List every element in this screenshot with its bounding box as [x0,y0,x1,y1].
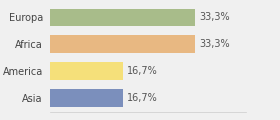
Text: 33,3%: 33,3% [199,12,230,22]
Bar [50,9,195,26]
Bar [50,62,123,80]
Bar [50,35,195,53]
Text: 16,7%: 16,7% [127,66,157,76]
Text: 33,3%: 33,3% [199,39,230,49]
Bar [50,89,123,107]
Text: 16,7%: 16,7% [127,93,157,103]
